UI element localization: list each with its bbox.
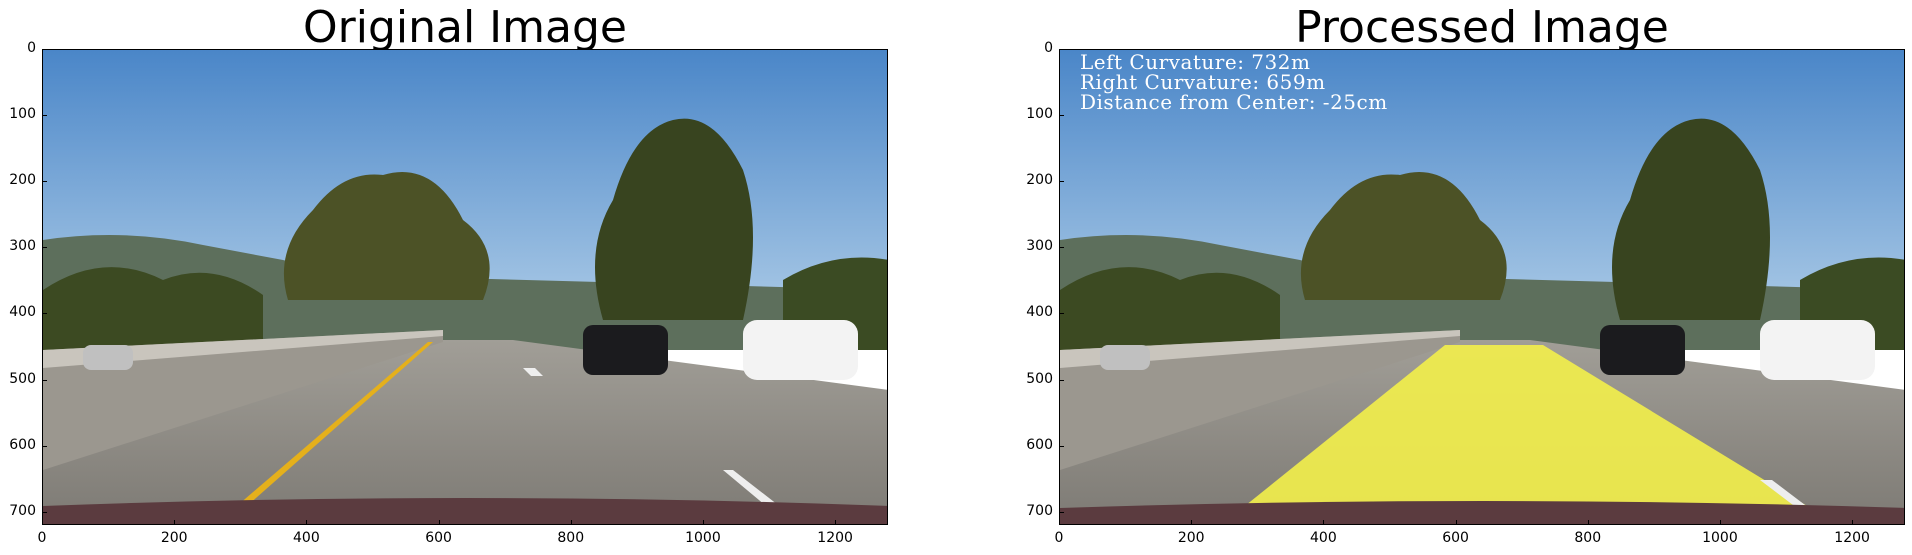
x-tick-label: 1000 xyxy=(1702,530,1738,546)
car-black xyxy=(1600,325,1685,375)
overlay-right-curvature: Right Curvature: 659m xyxy=(1080,70,1326,94)
x-tick-label: 1200 xyxy=(817,530,853,546)
y-tick-label: 300 xyxy=(1026,238,1053,255)
yellow-lane-line xyxy=(238,342,433,505)
x-tick-label: 800 xyxy=(557,530,585,546)
x-tick-mark xyxy=(1323,520,1325,525)
original-image-axes xyxy=(42,49,888,525)
x-tick-mark xyxy=(1719,520,1721,525)
tree-left xyxy=(283,172,490,300)
x-tick-mark xyxy=(438,520,440,525)
y-tick-label: 400 xyxy=(1026,304,1053,321)
x-tick-label: 600 xyxy=(425,530,452,546)
y-tick-label: 600 xyxy=(9,436,36,453)
y-tick-mark xyxy=(42,181,47,183)
x-tick-mark xyxy=(174,520,176,525)
x-tick-mark xyxy=(1455,520,1457,525)
white-dash-2 xyxy=(1760,480,1805,505)
x-tick-mark xyxy=(42,520,43,525)
lane-area-fill xyxy=(1222,345,1837,524)
trees-mid xyxy=(1060,267,1280,350)
y-tick-mark xyxy=(42,247,47,249)
y-tick-label: 0 xyxy=(27,40,36,56)
hood xyxy=(43,498,887,524)
y-tick-mark xyxy=(42,511,47,513)
x-tick-mark xyxy=(835,520,837,525)
y-tick-mark xyxy=(42,379,47,381)
x-tick-label: 600 xyxy=(1442,530,1469,546)
y-tick-label: 100 xyxy=(1026,106,1053,123)
y-tick-label: 500 xyxy=(9,370,36,387)
trees-mid xyxy=(43,267,263,350)
barrier-left-top xyxy=(43,330,443,368)
y-tick-mark xyxy=(1059,379,1064,381)
processed-image-axes: Left Curvature: 732m Right Curvature: 65… xyxy=(1059,49,1905,525)
y-tick-label: 300 xyxy=(9,238,36,255)
tree-right xyxy=(1612,118,1770,320)
overlay-left-curvature: Left Curvature: 732m xyxy=(1080,50,1311,74)
x-tick-label: 0 xyxy=(37,530,47,546)
y-tick-mark xyxy=(42,445,47,447)
y-tick-mark xyxy=(1059,49,1064,50)
y-tick-label: 400 xyxy=(9,304,36,321)
barrier-left xyxy=(1060,330,1460,470)
y-tick-label: 200 xyxy=(9,172,36,189)
y-tick-mark xyxy=(42,115,47,117)
y-tick-mark xyxy=(1059,511,1064,513)
tree-right xyxy=(595,118,753,320)
hood xyxy=(1060,501,1904,524)
y-tick-mark xyxy=(1059,181,1064,183)
y-tick-label: 0 xyxy=(1044,40,1053,56)
y-tick-label: 100 xyxy=(9,106,36,123)
y-tick-label: 700 xyxy=(9,502,36,519)
y-tick-label: 500 xyxy=(1026,370,1053,387)
white-dash-1 xyxy=(523,368,543,376)
x-tick-mark xyxy=(702,520,704,525)
y-tick-label: 700 xyxy=(1026,502,1053,519)
x-tick-label: 1000 xyxy=(685,530,721,546)
x-tick-label: 1200 xyxy=(1834,530,1870,546)
barrier-left xyxy=(43,330,443,470)
original-road-scene xyxy=(43,50,887,524)
y-tick-label: 600 xyxy=(1026,436,1053,453)
car-white xyxy=(743,320,858,380)
y-tick-mark xyxy=(1059,445,1064,447)
x-tick-label: 800 xyxy=(1574,530,1602,546)
car-silver xyxy=(1100,345,1150,370)
y-tick-mark xyxy=(1059,115,1064,117)
x-tick-label: 200 xyxy=(1177,530,1205,546)
car-white xyxy=(1760,320,1875,380)
x-tick-label: 200 xyxy=(160,530,188,546)
x-tick-mark xyxy=(570,520,572,525)
x-tick-label: 400 xyxy=(293,530,320,546)
processed-road-scene xyxy=(1060,50,1904,524)
tree-left xyxy=(1300,172,1507,300)
white-dash-2 xyxy=(723,470,778,505)
y-tick-mark xyxy=(42,313,47,315)
y-tick-mark xyxy=(1059,247,1064,249)
right-panel-title: Processed Image xyxy=(1295,2,1669,53)
x-tick-mark xyxy=(1059,520,1060,525)
y-tick-mark xyxy=(42,49,47,50)
x-tick-label: 0 xyxy=(1054,530,1064,546)
car-black xyxy=(583,325,668,375)
barrier-left-top xyxy=(1060,330,1460,368)
x-tick-label: 400 xyxy=(1310,530,1337,546)
y-tick-label: 200 xyxy=(1026,172,1053,189)
overlay-distance-from-center: Distance from Center: -25cm xyxy=(1080,90,1388,114)
x-tick-mark xyxy=(1852,520,1854,525)
car-silver xyxy=(83,345,133,370)
x-tick-mark xyxy=(1587,520,1589,525)
left-panel-title: Original Image xyxy=(303,2,627,53)
x-tick-mark xyxy=(1191,520,1193,525)
y-tick-mark xyxy=(1059,313,1064,315)
x-tick-mark xyxy=(306,520,308,525)
